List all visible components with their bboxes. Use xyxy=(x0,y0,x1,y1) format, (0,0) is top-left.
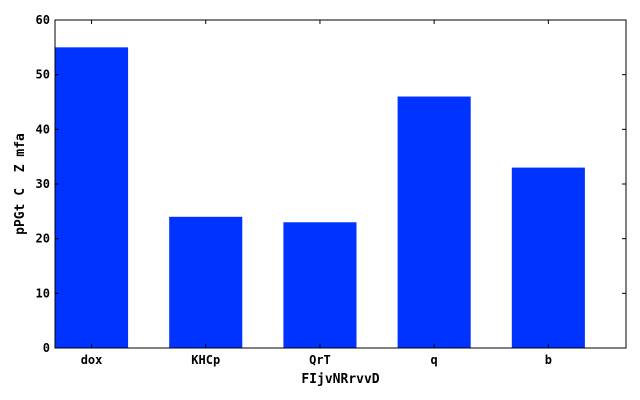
x-tick-label: q xyxy=(431,353,438,367)
bar-KHCp xyxy=(169,217,242,348)
y-axis-label: pPGt C Z mfa xyxy=(13,133,28,235)
y-tick-label: 40 xyxy=(36,122,50,136)
bars-layer xyxy=(55,47,585,348)
x-axis-label: FIjvNRrvvD xyxy=(301,372,379,387)
y-tick-label: 20 xyxy=(36,232,50,246)
bar-q xyxy=(398,97,471,348)
x-tick-label: QrT xyxy=(309,353,331,367)
x-tick-label: b xyxy=(545,353,552,367)
bar-b xyxy=(512,168,585,348)
y-tick-label: 0 xyxy=(43,341,50,355)
x-tick-label: dox xyxy=(81,353,103,367)
x-tick-label: KHCp xyxy=(191,353,220,367)
bar-QrT xyxy=(283,222,356,348)
bar-dox xyxy=(55,47,128,348)
y-tick-label: 30 xyxy=(36,177,50,191)
y-tick-label: 50 xyxy=(36,68,50,82)
y-tick-label: 10 xyxy=(36,286,50,300)
y-tick-label: 60 xyxy=(36,13,50,27)
